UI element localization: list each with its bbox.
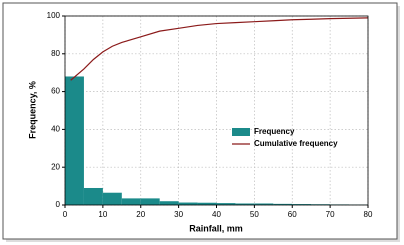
histogram-bar — [292, 204, 312, 205]
histogram-bar — [65, 76, 84, 205]
histogram-bar — [216, 203, 236, 205]
histogram-bar — [254, 203, 274, 205]
legend-label: Cumulative frequency — [254, 139, 338, 148]
x-tick-label: 0 — [63, 210, 68, 219]
histogram-bar — [159, 201, 179, 205]
histogram-bar — [102, 192, 122, 205]
y-axis-title: Frequency, % — [27, 81, 37, 139]
y-tick-label: 40 — [51, 125, 60, 134]
y-tick-label: 0 — [56, 200, 61, 209]
y-tick-label: 60 — [51, 87, 60, 96]
cumulative-line — [70, 17, 369, 81]
y-tick-label: 80 — [51, 49, 60, 58]
x-tick-label: 10 — [98, 210, 107, 219]
x-axis-title: Rainfall, mm — [189, 223, 243, 233]
x-tick-label: 20 — [136, 210, 145, 219]
legend-swatch — [232, 128, 250, 136]
histogram-bar — [197, 202, 217, 205]
x-tick-label: 60 — [288, 210, 297, 219]
x-tick-label: 40 — [212, 210, 221, 219]
histogram-bar — [140, 198, 160, 205]
x-tick-label: 30 — [174, 210, 183, 219]
y-tick-label: 100 — [47, 11, 61, 20]
legend-label: Frequency — [254, 127, 295, 136]
y-tick-label: 20 — [51, 162, 60, 171]
x-tick-label: 70 — [326, 210, 335, 219]
histogram-bar — [83, 187, 103, 205]
histogram-bar — [178, 202, 198, 205]
histogram-bar — [121, 198, 141, 205]
x-tick-label: 80 — [364, 210, 373, 219]
plot-border — [64, 15, 369, 206]
histogram-bar — [273, 203, 293, 205]
x-tick-label: 50 — [250, 210, 259, 219]
histogram-bar — [235, 203, 255, 205]
